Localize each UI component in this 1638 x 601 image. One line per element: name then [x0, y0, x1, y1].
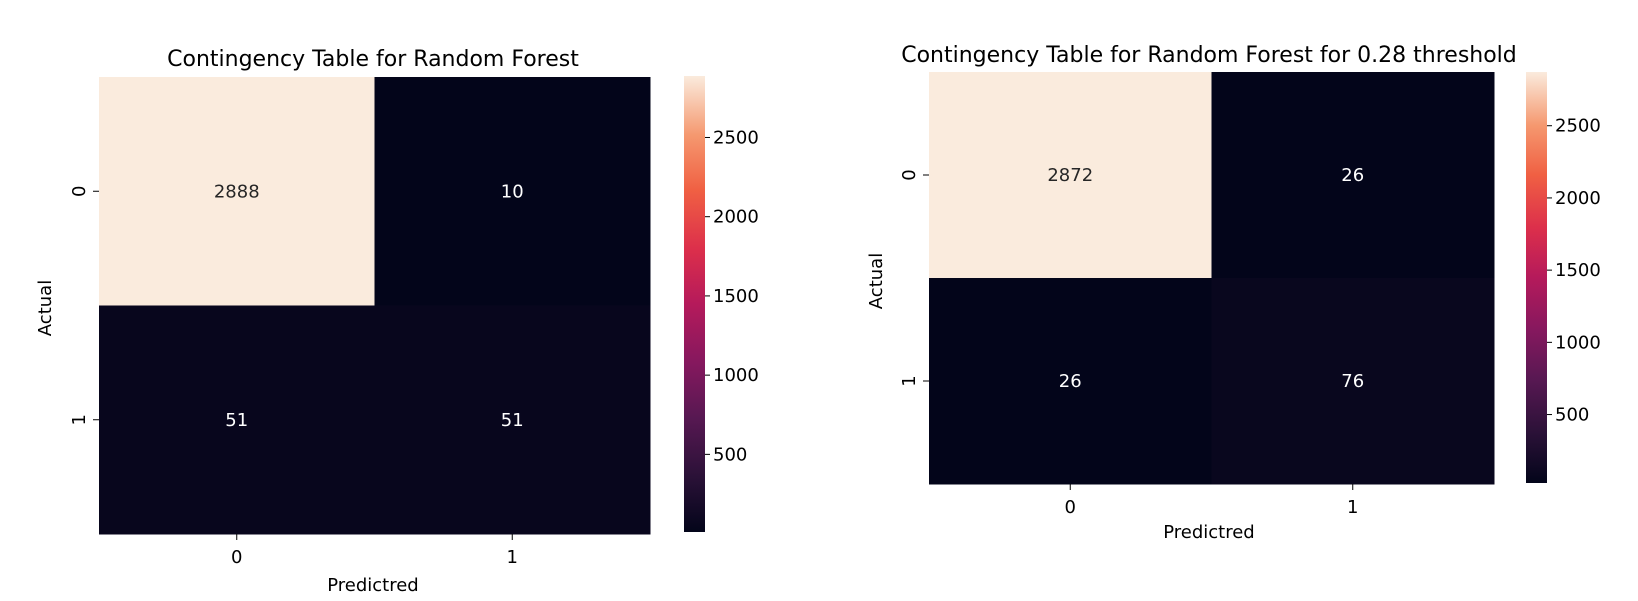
heatmap-cell-0-0 — [99, 77, 375, 306]
heatmap-cell-1-1 — [1211, 278, 1495, 485]
y-tick-label: 0 — [899, 169, 920, 180]
chart-2-colorbar — [1526, 72, 1547, 483]
cell-annotation-1-1: 76 — [1341, 371, 1364, 392]
chart-1-colorbar-ticks: 500 1000 1500 2000 2500 — [705, 127, 759, 465]
chart-2-title: Contingency Table for Random Forest for … — [901, 43, 1517, 68]
colorbar-tick-label: 2500 — [713, 127, 759, 148]
colorbar-tick-label: 500 — [1555, 405, 1589, 426]
heatmap-cell-1-1 — [374, 305, 651, 535]
cell-annotation-0-0: 2872 — [1047, 165, 1093, 186]
cell-annotation-0-1: 10 — [501, 181, 524, 202]
chart-1-x-axis-label: Predictred — [327, 575, 419, 596]
x-tick-label: 0 — [1065, 497, 1076, 518]
chart-2-cells — [929, 72, 1495, 485]
cell-annotation-0-1: 26 — [1341, 165, 1364, 186]
colorbar-tick-label: 1500 — [1555, 260, 1601, 281]
chart-2-y-ticks: 01 — [899, 169, 929, 387]
chart-2-y-axis-label: Actual — [866, 253, 887, 309]
heatmap-cell-0-1 — [374, 77, 651, 306]
chart-2-annotations: 2872 26 26 76 — [1047, 165, 1364, 392]
y-tick-label: 1 — [69, 414, 90, 425]
x-tick-label: 1 — [1347, 497, 1358, 518]
colorbar-tick-label: 1000 — [1555, 332, 1601, 353]
chart-1-title: Contingency Table for Random Forest — [167, 47, 579, 72]
heatmap-chart-2: Contingency Table for Random Forest for … — [866, 43, 1601, 543]
colorbar-tick-label: 2500 — [1555, 116, 1601, 137]
heatmap-cell-0-0 — [929, 72, 1212, 279]
chart-2-x-axis-label: Predictred — [1163, 522, 1255, 543]
y-tick-label: 1 — [899, 375, 920, 386]
cell-annotation-1-1: 51 — [501, 410, 524, 431]
colorbar-tick-label: 500 — [713, 444, 747, 465]
colorbar-tick-label: 2000 — [713, 207, 759, 228]
heatmap-cell-0-1 — [1211, 72, 1495, 279]
x-tick-label: 1 — [507, 547, 518, 568]
chart-2-colorbar-ticks: 500 1000 1500 2000 2500 — [1547, 116, 1601, 426]
x-tick-label: 0 — [231, 547, 242, 568]
chart-1-y-axis-label: Actual — [35, 280, 56, 336]
chart-1-annotations: 2888 10 51 51 — [214, 181, 524, 431]
heatmap-cell-1-0 — [99, 305, 375, 535]
colorbar-tick-label: 1500 — [713, 286, 759, 307]
colorbar-tick-label: 1000 — [713, 365, 759, 386]
y-tick-label: 0 — [69, 186, 90, 197]
cell-annotation-1-0: 26 — [1059, 371, 1082, 392]
heatmap-chart-1: Contingency Table for Random Forest 2888… — [35, 47, 759, 596]
chart-1-cells — [99, 77, 651, 535]
heatmap-cell-1-0 — [929, 278, 1212, 485]
cell-annotation-1-0: 51 — [225, 410, 248, 431]
chart-1-colorbar — [684, 76, 705, 532]
chart-1-y-ticks: 01 — [69, 186, 99, 425]
colorbar-tick-label: 2000 — [1555, 188, 1601, 209]
cell-annotation-0-0: 2888 — [214, 181, 260, 202]
